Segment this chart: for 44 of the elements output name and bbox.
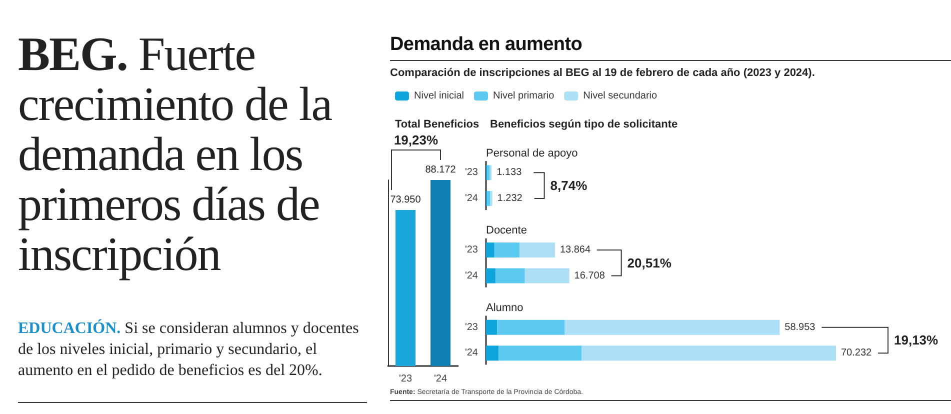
bar [495,268,525,284]
text: 19,13% [894,332,939,348]
bar [498,346,582,361]
annotation: Alumno [486,302,524,314]
bar [486,320,498,335]
legend-label: Nivel primario [493,90,555,102]
text: EDUCACIÓN. Si se consideran alumnos y docentes de los niveles inicial, primario y secundario, el aumento en el pedido de beneficios es del 20%. [18,318,360,381]
chart-title: Beneficios según tipo de solicitante [490,118,678,130]
bar [524,268,570,284]
bar [486,346,499,361]
annotation: Personal de apoyo [486,147,578,160]
bar [497,320,565,335]
data-label: 88.172 [425,164,456,176]
y-tick-label: '23 [464,167,478,178]
y-tick-label: '24 [464,348,478,359]
bar [486,268,496,284]
annotation: 1.133 [496,167,522,178]
bar [487,165,490,180]
bar [486,242,494,258]
legend-label: Nivel inicial [414,90,464,102]
annotation: 20,51% [627,255,672,270]
text: Comparación de inscripciones al BEG al 19 de febrero de cada año (2023 y 2024). [390,67,815,79]
bar [487,190,490,206]
y-tick-label: '23 [464,322,478,333]
annotation: 58.953 [784,322,816,333]
legend-label: Nivel secundario [583,90,658,102]
y-tick-label: '24 [464,192,478,204]
annotation: 8,74% [550,178,588,194]
bar [582,346,836,361]
annotation: 16.708 [574,270,606,282]
text: 19,23% [394,132,438,148]
y-tick-label: '23 [464,244,478,256]
y-tick-label: '24 [464,270,478,282]
annotation: Docente [486,224,527,237]
text: BEG. Fuerte crecimiento de la demanda en los primeros días de inscripción [18,28,333,281]
annotation: 1.232 [497,192,523,204]
bar [564,320,780,335]
text: Demanda en aumento [390,34,582,56]
data-label: 73.950 [390,194,422,206]
bar [494,242,520,258]
bar [520,242,555,258]
chart-title: Total Beneficios [395,118,480,130]
text: 70.232 [841,348,872,359]
annotation: 13.864 [560,244,591,256]
